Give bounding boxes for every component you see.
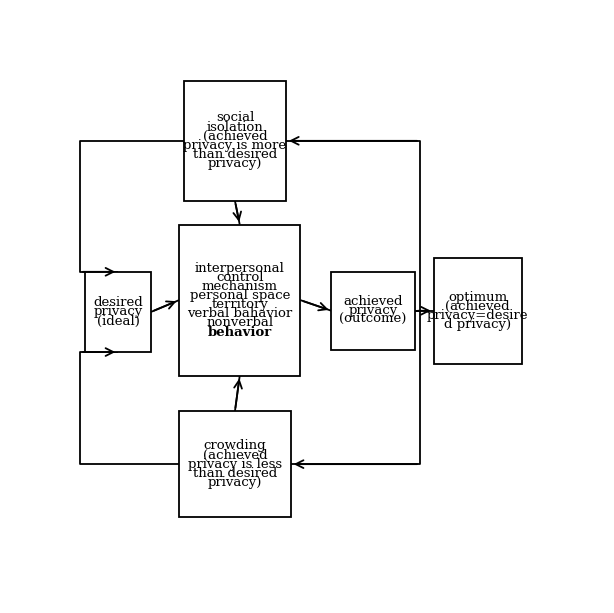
Text: privacy): privacy) <box>208 157 262 170</box>
Bar <box>179 224 300 376</box>
Bar <box>433 257 522 364</box>
Text: mechanism: mechanism <box>202 280 278 293</box>
Text: verbal bahavior: verbal bahavior <box>187 307 292 321</box>
Text: (outcome): (outcome) <box>340 313 406 326</box>
Text: personal space: personal space <box>190 289 290 302</box>
Text: crowding: crowding <box>204 440 266 452</box>
Text: privacy=desire: privacy=desire <box>427 309 529 322</box>
Text: social: social <box>216 112 254 124</box>
Text: behavior: behavior <box>208 326 272 338</box>
Text: optimum: optimum <box>448 291 507 303</box>
Bar <box>179 411 291 517</box>
Text: nonverbal: nonverbal <box>206 316 273 329</box>
Text: (achieved: (achieved <box>445 300 510 313</box>
Text: desired: desired <box>93 296 143 310</box>
Text: privacy: privacy <box>93 305 143 318</box>
Text: than desired: than desired <box>193 466 277 480</box>
Bar <box>332 272 414 349</box>
Text: privacy: privacy <box>348 304 398 318</box>
Text: than desired: than desired <box>193 148 277 161</box>
Text: privacy): privacy) <box>208 476 262 489</box>
Text: privacy is less: privacy is less <box>188 458 282 471</box>
Text: achieved: achieved <box>343 295 403 308</box>
Text: d privacy): d privacy) <box>444 318 511 331</box>
Text: (achieved: (achieved <box>203 130 267 143</box>
Bar <box>85 272 151 352</box>
Text: interpersonal: interpersonal <box>195 262 285 275</box>
Text: isolation: isolation <box>206 121 263 134</box>
Text: control: control <box>216 271 263 284</box>
Bar <box>184 81 286 201</box>
Text: territory: territory <box>211 298 268 311</box>
Text: privacy is more: privacy is more <box>184 139 287 152</box>
Text: (achieved: (achieved <box>203 449 267 462</box>
Text: (ideal): (ideal) <box>97 314 139 327</box>
